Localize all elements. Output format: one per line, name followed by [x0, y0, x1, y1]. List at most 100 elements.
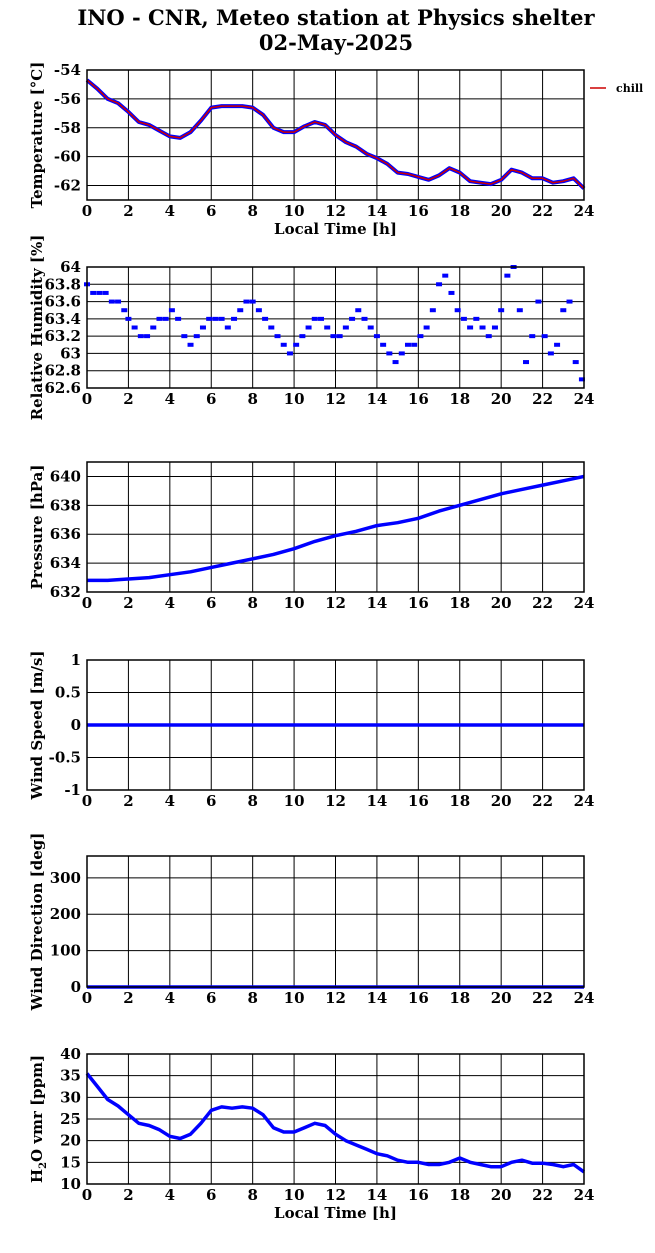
temperature-plot-frame — [86, 69, 585, 201]
wind-speed-xtick-label: 8 — [247, 792, 257, 810]
chart-title-line1: INO - CNR, Meteo station at Physics shel… — [77, 5, 595, 30]
temperature-ytick-label: -54 — [54, 61, 81, 79]
wind-speed-xtick-label: 16 — [408, 792, 429, 810]
h2o-ytick-label: 30 — [60, 1088, 81, 1106]
humidity-data-point — [336, 334, 343, 339]
h2o-xtick-label: 12 — [325, 1186, 346, 1204]
h2o-ytick-label: 35 — [60, 1067, 81, 1085]
humidity-data-point — [523, 360, 530, 365]
pressure-plot-frame — [86, 461, 585, 593]
pressure-xtick-label: 24 — [574, 594, 595, 612]
temperature-xtick-label: 22 — [532, 202, 553, 220]
humidity-data-point — [560, 308, 567, 313]
humidity-data-point — [90, 290, 97, 295]
humidity-xtick-label: 18 — [449, 390, 470, 408]
humidity-xtick-label: 12 — [325, 390, 346, 408]
humidity-data-point — [96, 290, 103, 295]
wind-direction-xtick-label: 18 — [449, 989, 470, 1007]
humidity-ytick-label: 62.8 — [44, 362, 81, 380]
humidity-data-point — [330, 334, 337, 339]
humidity-ytick-label: 63.4 — [44, 310, 81, 328]
pressure-xtick-label: 12 — [325, 594, 346, 612]
temperature-xtick-label: 2 — [123, 202, 133, 220]
humidity-data-point — [411, 342, 418, 347]
temperature-chill-line — [86, 79, 585, 189]
humidity-data-point — [305, 325, 312, 330]
humidity-ytick-label: 63.8 — [44, 275, 81, 293]
humidity-ytick-label: 62.6 — [44, 379, 81, 397]
h2o-xtick-label: 0 — [82, 1186, 92, 1204]
h2o-ytick-label: 20 — [60, 1132, 81, 1150]
wind-speed-xtick-label: 22 — [532, 792, 553, 810]
humidity-data-point — [224, 325, 231, 330]
pressure-xtick-label: 8 — [247, 594, 257, 612]
wind-speed-xtick-label: 14 — [366, 792, 387, 810]
humidity-data-point — [361, 316, 368, 321]
humidity-data-point — [572, 360, 579, 365]
wind-direction-xtick-label: 14 — [366, 989, 387, 1007]
wind-speed-xtick-label: 20 — [491, 792, 512, 810]
ylabel-sub: 2 — [38, 1162, 49, 1169]
h2o-xlabel: Local Time [h] — [274, 1204, 397, 1222]
pressure-xtick-label: 6 — [206, 594, 216, 612]
humidity-data-point — [280, 342, 287, 347]
humidity-data-point — [442, 273, 449, 278]
wind-direction-xtick-label: 22 — [532, 989, 553, 1007]
humidity-data-point — [436, 282, 443, 287]
pressure-xtick-label: 18 — [449, 594, 470, 612]
temperature-xtick-label: 4 — [165, 202, 175, 220]
humidity-data-point — [115, 299, 122, 304]
wind-speed-ytick-label: 0.5 — [55, 684, 81, 702]
humidity-data-point — [467, 325, 474, 330]
humidity-data-point — [299, 334, 306, 339]
humidity-data-point — [286, 351, 293, 356]
humidity-xtick-label: 0 — [82, 390, 92, 408]
temperature-xtick-label: 16 — [408, 202, 429, 220]
humidity-data-point — [199, 325, 206, 330]
humidity-data-point — [144, 334, 151, 339]
wind-direction-xtick-label: 20 — [491, 989, 512, 1007]
pressure-ytick-label: 632 — [50, 583, 81, 601]
wind-speed-xtick-label: 18 — [449, 792, 470, 810]
pressure-xtick-label: 20 — [491, 594, 512, 612]
wind-direction-xtick-label: 0 — [82, 989, 92, 1007]
wind-direction-ylabel: Wind Direction [deg] — [28, 833, 46, 1012]
wind-direction-ytick-label: 0 — [71, 978, 81, 996]
humidity-data-point — [108, 299, 115, 304]
humidity-data-point — [479, 325, 486, 330]
humidity-data-point — [181, 334, 188, 339]
wind-speed-xtick-label: 24 — [574, 792, 595, 810]
humidity-data-point — [498, 308, 505, 313]
wind-direction-xtick-label: 4 — [165, 989, 175, 1007]
humidity-ylabel: Relative Humidity [%] — [28, 235, 46, 421]
ylabel-h: H — [28, 1169, 46, 1183]
temperature-xtick-label: 14 — [366, 202, 387, 220]
temperature-ytick-label: -62 — [54, 177, 81, 195]
pressure-xtick-label: 2 — [123, 594, 133, 612]
humidity-data-point — [423, 325, 430, 330]
humidity-data-point — [349, 316, 356, 321]
temperature-xtick-label: 12 — [325, 202, 346, 220]
wind-direction-xtick-label: 24 — [574, 989, 595, 1007]
h2o-xtick-label: 22 — [532, 1186, 553, 1204]
temperature-xtick-label: 10 — [284, 202, 305, 220]
temperature-xtick-label: 24 — [574, 202, 595, 220]
temperature-xlabel: Local Time [h] — [274, 220, 397, 238]
humidity-plot-frame — [86, 266, 585, 389]
pressure-xtick-label: 4 — [165, 594, 175, 612]
humidity-data-point — [168, 308, 175, 313]
humidity-xtick-label: 22 — [532, 390, 553, 408]
pressure-xtick-label: 0 — [82, 594, 92, 612]
humidity-data-point — [491, 325, 498, 330]
humidity-data-point — [380, 342, 387, 347]
humidity-data-point — [448, 290, 455, 295]
humidity-data-point — [187, 342, 194, 347]
humidity-data-point — [516, 308, 523, 313]
temperature-panel: -62-60-58-56-540 2 4 6 8 10 12 14 16 18 20 22 24Temp… — [28, 61, 594, 238]
wind-speed-xtick-label: 6 — [206, 792, 216, 810]
humidity-data-point — [237, 308, 244, 313]
humidity-ytick-label: 63.6 — [44, 293, 81, 311]
